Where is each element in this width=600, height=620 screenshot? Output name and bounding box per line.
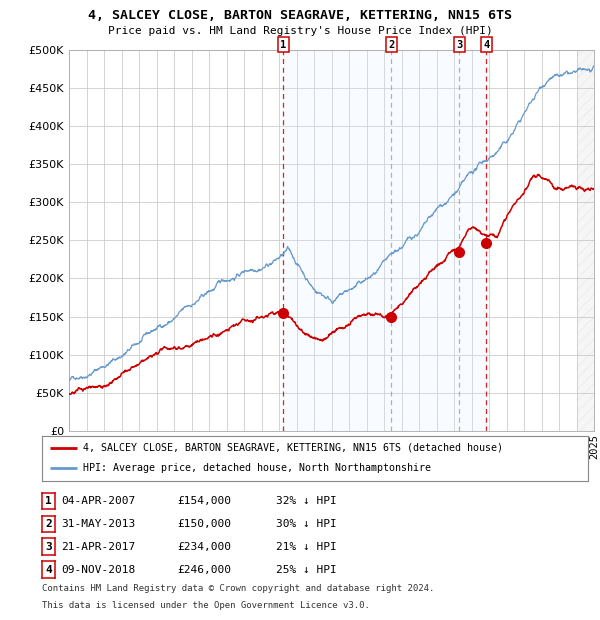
Text: 2: 2 — [388, 40, 394, 50]
Text: 21% ↓ HPI: 21% ↓ HPI — [276, 542, 337, 552]
Text: £234,000: £234,000 — [177, 542, 231, 552]
Text: 21-APR-2017: 21-APR-2017 — [61, 542, 136, 552]
Text: Price paid vs. HM Land Registry's House Price Index (HPI): Price paid vs. HM Land Registry's House … — [107, 26, 493, 36]
Text: £154,000: £154,000 — [177, 496, 231, 506]
Text: 25% ↓ HPI: 25% ↓ HPI — [276, 565, 337, 575]
Text: This data is licensed under the Open Government Licence v3.0.: This data is licensed under the Open Gov… — [42, 601, 370, 610]
Text: 30% ↓ HPI: 30% ↓ HPI — [276, 519, 337, 529]
Text: 1: 1 — [280, 40, 287, 50]
Text: 3: 3 — [45, 542, 52, 552]
Text: £150,000: £150,000 — [177, 519, 231, 529]
Text: 4, SALCEY CLOSE, BARTON SEAGRAVE, KETTERING, NN15 6TS: 4, SALCEY CLOSE, BARTON SEAGRAVE, KETTER… — [88, 9, 512, 22]
Text: 04-APR-2007: 04-APR-2007 — [61, 496, 136, 506]
Text: 31-MAY-2013: 31-MAY-2013 — [61, 519, 136, 529]
Text: 1: 1 — [45, 496, 52, 506]
Bar — [283, 50, 487, 431]
Text: 32% ↓ HPI: 32% ↓ HPI — [276, 496, 337, 506]
Text: £246,000: £246,000 — [177, 565, 231, 575]
Text: 2: 2 — [45, 519, 52, 529]
Text: 3: 3 — [456, 40, 463, 50]
Text: 4, SALCEY CLOSE, BARTON SEAGRAVE, KETTERING, NN15 6TS (detached house): 4, SALCEY CLOSE, BARTON SEAGRAVE, KETTER… — [83, 443, 503, 453]
Bar — [577, 50, 594, 431]
Text: HPI: Average price, detached house, North Northamptonshire: HPI: Average price, detached house, Nort… — [83, 463, 431, 474]
Text: 09-NOV-2018: 09-NOV-2018 — [61, 565, 136, 575]
Text: 4: 4 — [483, 40, 490, 50]
Text: 4: 4 — [45, 565, 52, 575]
Text: Contains HM Land Registry data © Crown copyright and database right 2024.: Contains HM Land Registry data © Crown c… — [42, 583, 434, 593]
